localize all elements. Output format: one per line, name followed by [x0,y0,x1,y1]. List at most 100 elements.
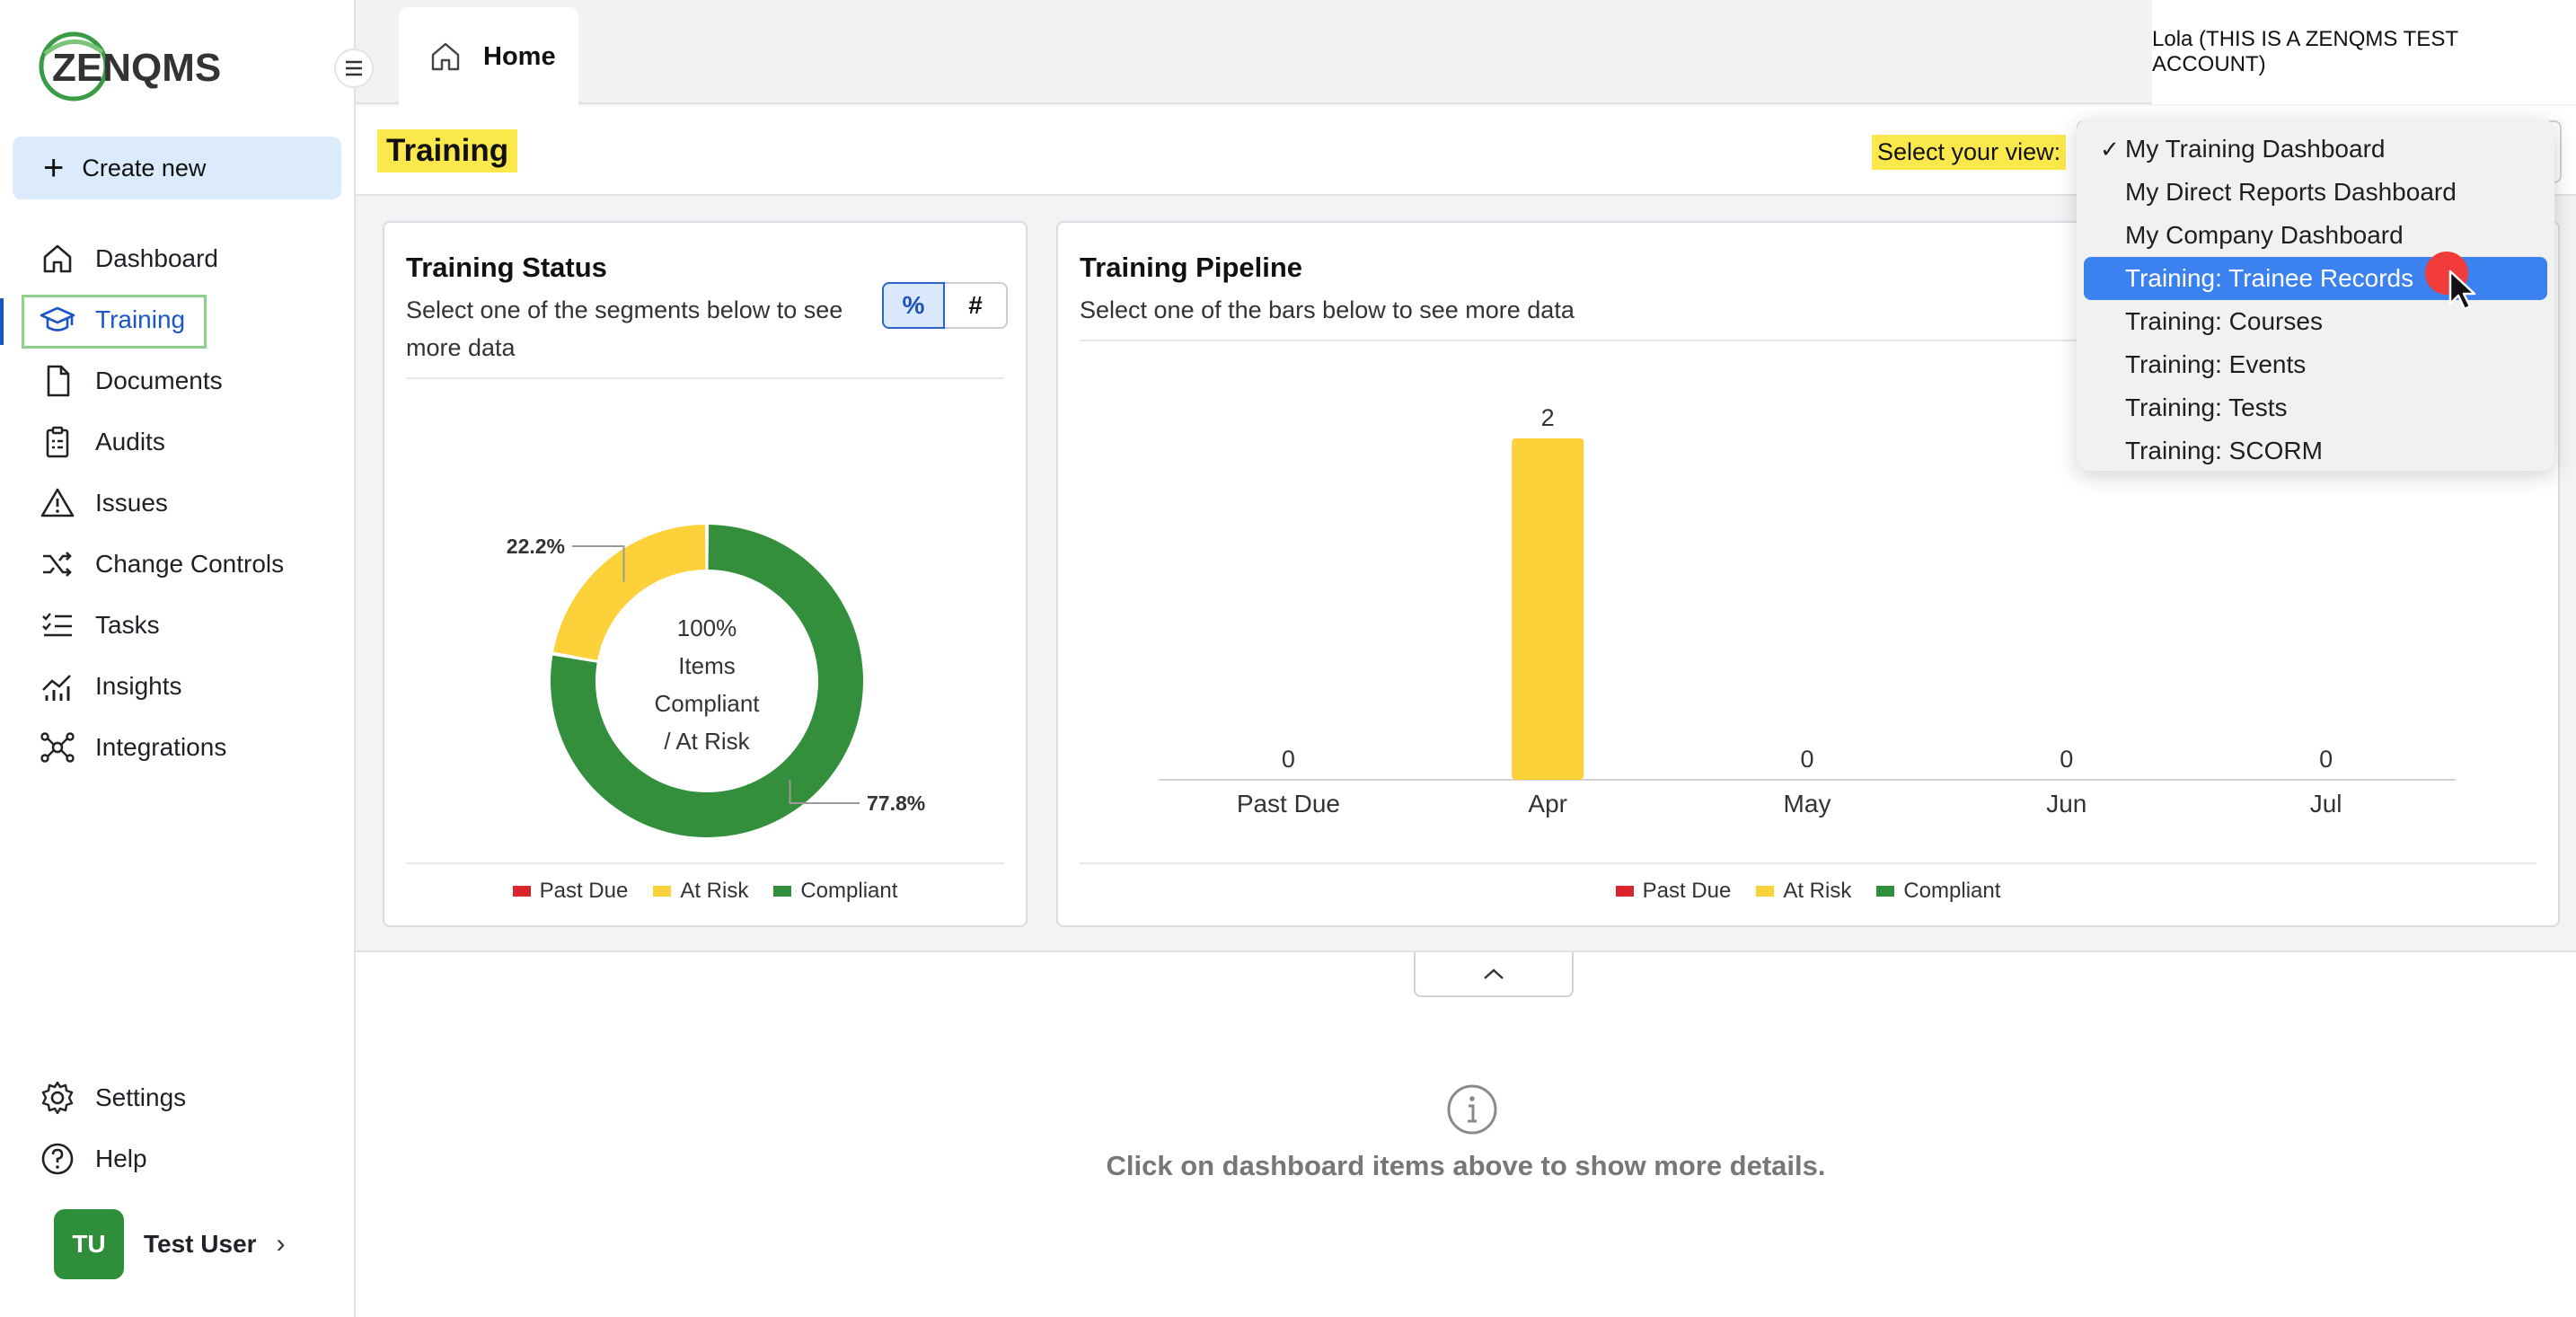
sidebar-item-label: Settings [95,1083,187,1111]
plus-icon: + [43,148,65,188]
bar-data-label: 0 [1800,746,1813,773]
top-bar: Home Lola (THIS IS A ZENQMS TEST ACCOUNT… [356,0,2576,106]
card-divider [1080,340,2536,341]
x-tick-label: Jun [2046,790,2086,818]
subtitle-line: Select one of the segments below to see [406,296,843,323]
info-icon [1447,1084,1497,1135]
legend-item-at-risk[interactable]: At Risk [1756,879,1851,904]
sidebar-item-help[interactable]: Help [0,1128,356,1189]
donut-leader-line [789,780,860,804]
sidebar-item-label: Change Controls [95,550,285,578]
donut-slice-at-risk[interactable] [553,525,706,660]
legend-label: Past Due [539,879,629,903]
view-option-label: My Training Dashboard [2125,135,2386,163]
donut-center-label: Items [678,652,736,679]
sidebar-item-label: Tasks [95,611,160,639]
home-icon [43,244,72,273]
sidebar-item-change-controls[interactable]: Change Controls [0,534,356,595]
chart-legend: Past Due At Risk Compliant [1058,879,2558,904]
legend-item-compliant[interactable]: Compliant [1876,879,2000,904]
toggle-percent-button[interactable]: % [882,282,945,329]
sidebar-item-label: Audits [95,428,165,455]
sidebar-item-label: Insights [95,672,182,700]
checkmark-icon: ✓ [2100,135,2120,163]
sidebar-item-tasks[interactable]: Tasks [0,595,356,656]
avatar: TU [54,1209,124,1279]
help-icon [41,1143,74,1175]
create-new-button[interactable]: + Create new [13,137,341,199]
training-status-card: Training Status Select one of the segmen… [383,221,1028,927]
view-option-my-company-dashboard[interactable]: My Company Dashboard [2084,214,2547,257]
view-option-training-tests[interactable]: Training: Tests [2084,386,2547,429]
graduation-cap-icon [40,306,75,331]
legend-swatch [512,886,531,897]
sidebar-collapse-button[interactable] [334,49,374,88]
training-pipeline-bar-chart: 0 Past Due 2 Apr 0 May 0 Jun 0 Jul [1159,404,2456,818]
legend-label: At Risk [680,879,749,903]
sidebar-item-training[interactable]: Training [0,289,356,350]
training-status-donut-chart: 100% Items Compliant / At Risk 22.2% 77.8% [507,525,925,837]
view-option-label: Training: Trainee Records [2125,264,2414,292]
view-option-my-direct-reports-dashboard[interactable]: My Direct Reports Dashboard [2084,171,2547,214]
collapse-charts-button[interactable] [1414,952,1574,997]
sidebar-item-insights[interactable]: Insights [0,656,356,717]
view-option-training-courses[interactable]: Training: Courses [2084,300,2547,343]
sidebar-item-audits[interactable]: Audits [0,411,356,473]
chart-legend: Past Due At Risk Compliant [384,879,1026,904]
view-option-label: Training: SCORM [2125,437,2323,464]
card-divider [1080,862,2536,864]
view-option-label: My Company Dashboard [2125,221,2404,249]
subtitle-line: more data [406,334,516,361]
x-tick-label: Past Due [1237,790,1340,818]
toggle-count-button[interactable]: # [945,282,1008,329]
view-option-training-events[interactable]: Training: Events [2084,343,2547,386]
warning-icon [40,488,75,517]
gear-icon [41,1081,74,1115]
cursor-icon [2448,270,2476,311]
view-option-training-scorm[interactable]: Training: SCORM [2084,429,2547,473]
sidebar-bottom-nav: Settings Help [0,1067,356,1189]
view-option-label: My Direct Reports Dashboard [2125,178,2457,206]
donut-data-label: 77.8% [867,791,925,815]
view-option-label: Training: Events [2125,350,2307,378]
menu-icon [346,60,362,76]
legend-item-compliant[interactable]: Compliant [773,879,897,904]
legend-label: At Risk [1783,879,1852,903]
zenqms-logo[interactable]: ZENQMS [38,27,253,108]
card-subtitle: Select one of the segments below to see … [406,291,842,367]
user-menu[interactable]: TU Test User › [54,1209,286,1279]
bar-data-label: 0 [1282,746,1295,773]
page-title: Training [377,129,518,172]
legend-item-past-due[interactable]: Past Due [1615,879,1732,904]
sidebar-item-settings[interactable]: Settings [0,1067,356,1128]
account-name[interactable]: Lola (THIS IS A ZENQMS TEST ACCOUNT) [2152,0,2576,104]
legend-item-past-due[interactable]: Past Due [512,879,629,904]
legend-item-at-risk[interactable]: At Risk [653,879,748,904]
document-icon [47,365,70,397]
sidebar-item-label: Issues [95,489,168,517]
view-option-label: Training: Tests [2125,393,2288,421]
legend-label: Past Due [1642,879,1732,903]
legend-swatch [773,886,792,897]
legend-swatch [1615,886,1634,897]
view-option-my-training-dashboard[interactable]: ✓ My Training Dashboard [2084,128,2547,171]
sidebar-item-label: Integrations [95,733,227,761]
bar-apr[interactable] [1512,438,1584,780]
tab-home[interactable]: Home [399,7,578,106]
tab-home-label: Home [483,41,556,71]
card-subtitle: Select one of the bars below to see more… [1080,296,1575,323]
percent-count-toggle: % # [882,282,1008,329]
view-dropdown-menu: ✓ My Training Dashboard My Direct Report… [2077,119,2554,471]
sidebar-item-dashboard[interactable]: Dashboard [0,228,356,289]
clipboard-icon [46,426,69,458]
sidebar-item-issues[interactable]: Issues [0,473,356,534]
sidebar-item-integrations[interactable]: Integrations [0,717,356,778]
sidebar-item-documents[interactable]: Documents [0,350,356,411]
sidebar-item-label: Documents [95,367,223,394]
donut-leader-line [572,545,625,582]
legend-swatch [1756,886,1775,897]
donut-center-label: / At Risk [664,728,750,755]
details-empty-message: Click on dashboard items above to show m… [1106,1150,1826,1181]
active-indicator [0,298,4,345]
donut-center-label: 100% [677,614,737,641]
